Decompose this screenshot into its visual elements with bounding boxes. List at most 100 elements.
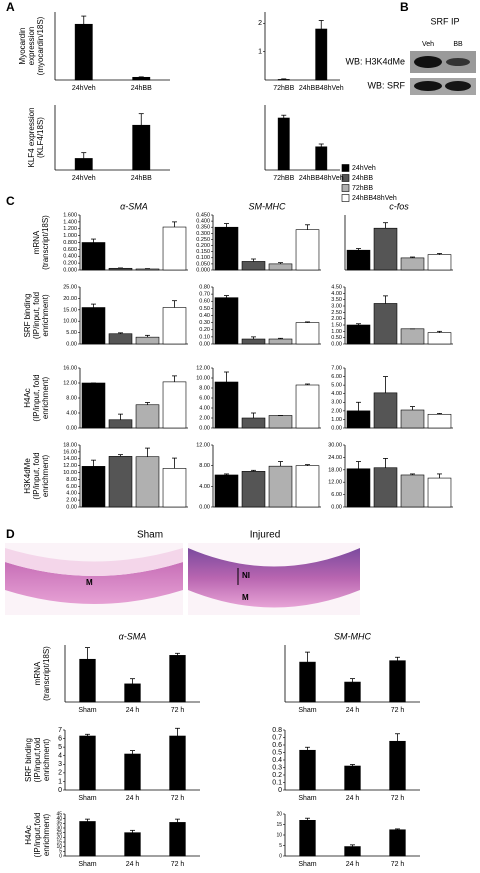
y-tick-label: 0.400 <box>196 219 210 225</box>
y-tick-label: 0.00 <box>66 425 77 431</box>
bar <box>299 749 316 791</box>
bar <box>81 242 106 271</box>
bar <box>277 117 290 171</box>
y-axis-label: H3K4dMe <box>23 458 32 494</box>
y-tick-label: 5 <box>58 744 62 751</box>
x-tick-label: 24hVeh <box>72 175 96 182</box>
panel-label: A <box>6 0 15 14</box>
y-tick-label: 0.3 <box>272 764 282 771</box>
x-tick-label: 24 h <box>126 861 140 868</box>
legend-label: 72hBB <box>352 185 373 192</box>
bar <box>373 392 398 429</box>
y-tick-label: 0.200 <box>196 243 210 249</box>
y-axis-label: SRF binding <box>23 293 32 337</box>
blot-band <box>414 81 442 91</box>
y-axis-label: (IP/input,fold <box>33 738 42 783</box>
bar <box>162 226 187 271</box>
y-tick-label: 8.00 <box>199 463 210 469</box>
y-axis-label: H4Ac <box>24 825 33 845</box>
tissue <box>188 548 360 608</box>
bar <box>268 338 293 345</box>
y-tick-label: 3.00 <box>331 400 342 406</box>
y-tick-label: 0.150 <box>196 249 210 255</box>
y-tick-label: 0.050 <box>196 261 210 267</box>
x-tick-label: Sham <box>78 861 96 868</box>
bar <box>108 333 133 345</box>
y-axis-label: H4Ac <box>23 388 32 408</box>
y-tick-label: 35 <box>56 821 62 827</box>
bar <box>400 328 425 345</box>
y-tick-label: 20 <box>56 835 62 841</box>
y-tick-label: 12.00 <box>63 463 77 469</box>
y-tick-label: 25.00 <box>63 284 77 290</box>
y-tick-label: 18.00 <box>328 467 342 473</box>
y-tick-label: 0.350 <box>196 225 210 231</box>
legend-swatch <box>341 164 350 172</box>
y-tick-label: 0.50 <box>199 306 210 312</box>
bar <box>389 829 406 857</box>
bar <box>108 419 133 429</box>
bar <box>162 307 187 345</box>
bar <box>389 660 406 703</box>
bar <box>277 79 290 81</box>
bar <box>214 297 239 345</box>
bar <box>74 158 93 171</box>
x-tick-label: 72 h <box>171 795 185 802</box>
y-axis-label: (IP/input, fold <box>32 452 41 499</box>
y-tick-label: 0.00 <box>331 504 342 510</box>
y-axis-label: SRF binding <box>24 738 33 782</box>
bar <box>81 382 106 429</box>
y-tick-label: 6.00 <box>331 374 342 380</box>
y-tick-label: 0.00 <box>331 425 342 431</box>
bar <box>427 477 452 508</box>
y-tick-label: 14.00 <box>63 456 77 462</box>
y-tick-label: 10 <box>56 844 62 850</box>
bar <box>346 468 371 508</box>
bar <box>132 76 151 81</box>
y-tick-label: 0.00 <box>199 425 210 431</box>
y-tick-label: 0.000 <box>63 267 77 273</box>
bar <box>162 381 187 429</box>
chart-title: SM-MHC <box>249 201 286 211</box>
y-tick-label: 45 <box>56 811 62 817</box>
image-title: Sham <box>137 530 163 541</box>
y-axis-label: enrichment) <box>41 294 50 337</box>
bar <box>241 471 266 508</box>
y-axis-label: (IP/input,fold <box>33 813 42 858</box>
bar <box>169 655 186 703</box>
y-tick-label: 0.00 <box>331 341 342 347</box>
x-tick-label: 72 h <box>171 861 185 868</box>
y-tick-label: 0.1 <box>272 779 282 786</box>
bar <box>315 28 328 81</box>
y-axis-label: (IP/input, fold <box>32 292 41 339</box>
blot-row-label: WB: SRF <box>368 80 406 90</box>
y-tick-label: 4.00 <box>199 484 210 490</box>
y-tick-label: 5.00 <box>331 383 342 389</box>
y-tick-label: 4 <box>58 753 62 760</box>
y-tick-label: 1.000 <box>63 233 77 239</box>
x-tick-label: 72hBB <box>273 175 294 182</box>
y-axis-label: enrichment) <box>41 377 50 420</box>
y-tick-label: 10.00 <box>63 319 77 325</box>
bar <box>299 819 316 857</box>
blot-title: SRF IP <box>430 16 459 26</box>
y-tick-label: 0 <box>59 853 62 859</box>
legend-swatch <box>341 184 350 192</box>
y-tick-label: 0.450 <box>196 212 210 218</box>
y-tick-label: 20.00 <box>63 296 77 302</box>
y-tick-label: 5.00 <box>66 330 77 336</box>
legend-label: 24hBB <box>352 175 373 182</box>
bar <box>344 765 361 791</box>
y-tick-label: 10 <box>276 832 282 838</box>
y-tick-label: 0.70 <box>199 292 210 298</box>
bar <box>295 465 320 508</box>
x-tick-label: 72hBB <box>273 85 294 92</box>
bar <box>346 410 371 429</box>
panel-label: D <box>6 527 15 541</box>
y-tick-label: 0.800 <box>63 240 77 246</box>
bar <box>214 226 239 271</box>
bar <box>295 229 320 271</box>
y-tick-label: 8.00 <box>66 477 77 483</box>
x-tick-label: 24 h <box>346 861 360 868</box>
